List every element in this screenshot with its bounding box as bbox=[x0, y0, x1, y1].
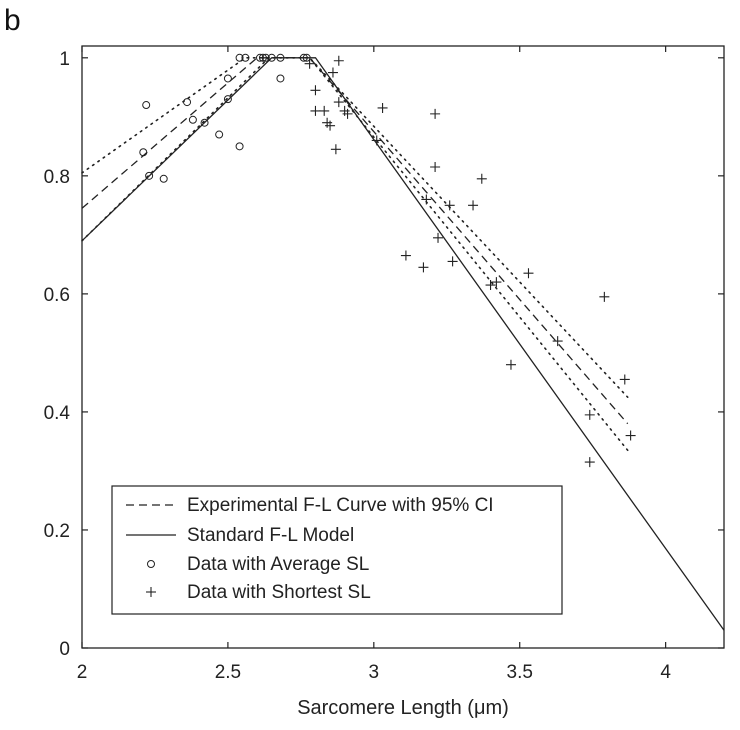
average-sl-point-7 bbox=[215, 130, 224, 139]
curves-layer bbox=[81, 57, 725, 631]
shortest-sl-point-13 bbox=[377, 102, 388, 113]
average-sl-point-12 bbox=[241, 53, 250, 62]
shortest-sl-point-25 bbox=[491, 277, 502, 288]
x-tick-label-2: 3 bbox=[369, 662, 380, 683]
x-tick-label-3: 3.5 bbox=[507, 662, 533, 683]
shortest-sl-point-0 bbox=[304, 58, 315, 69]
average-sl-point-6 bbox=[200, 118, 209, 127]
shortest-sl-point-30 bbox=[584, 457, 595, 468]
y-tick-label-3: 0.6 bbox=[44, 285, 70, 306]
ticks-layer: 2 2.5 3 3.5 4 0 0.2 0.4 0.6 0.8 1 bbox=[44, 46, 724, 683]
shortest-sl-point-27 bbox=[505, 359, 516, 370]
legend-label-shortest: Data with Shortest SL bbox=[187, 582, 371, 603]
average-sl-point-17 bbox=[276, 53, 285, 62]
markers-layer bbox=[139, 53, 636, 468]
average-sl-point-10 bbox=[235, 142, 244, 151]
y-tick-label-4: 0.8 bbox=[44, 167, 70, 188]
shortest-sl-point-3 bbox=[319, 105, 330, 116]
shortest-sl-point-1 bbox=[310, 85, 321, 96]
shortest-sl-point-22 bbox=[468, 200, 479, 211]
legend-box bbox=[111, 485, 563, 615]
series-line-1-dotted bbox=[81, 57, 629, 398]
x-tick-label-4: 4 bbox=[660, 662, 671, 683]
legend-label-standard: Standard F-L Model bbox=[187, 525, 354, 546]
shortest-sl-point-28 bbox=[552, 336, 563, 347]
average-sl-point-1 bbox=[139, 148, 148, 157]
shortest-sl-point-17 bbox=[430, 161, 441, 172]
average-sl-point-16 bbox=[267, 53, 276, 62]
x-tick-label-1: 2.5 bbox=[215, 662, 241, 683]
y-tick-label-5: 1 bbox=[59, 49, 70, 70]
shortest-sl-point-7 bbox=[330, 144, 341, 155]
average-sl-point-15 bbox=[261, 53, 270, 62]
y-tick-label-0: 0 bbox=[59, 639, 70, 660]
series-line-2-dotted bbox=[81, 57, 629, 452]
average-sl-point-3 bbox=[159, 174, 168, 183]
average-sl-point-14 bbox=[258, 53, 267, 62]
shortest-sl-point-14 bbox=[400, 250, 411, 261]
shortest-sl-point-16 bbox=[421, 194, 432, 205]
shortest-sl-point-26 bbox=[523, 268, 534, 279]
shortest-sl-point-33 bbox=[625, 430, 636, 441]
average-sl-point-9 bbox=[223, 74, 232, 83]
x-tick-label-0: 2 bbox=[77, 662, 88, 683]
shortest-sl-point-29 bbox=[584, 409, 595, 420]
shortest-sl-point-11 bbox=[342, 108, 353, 119]
average-sl-point-0 bbox=[142, 101, 151, 110]
series-line-3-solid bbox=[81, 57, 725, 631]
shortest-sl-point-18 bbox=[430, 108, 441, 119]
average-sl-point-11 bbox=[235, 53, 244, 62]
shortest-sl-point-32 bbox=[619, 374, 630, 385]
shortest-sl-point-15 bbox=[418, 262, 429, 273]
average-sl-point-13 bbox=[256, 53, 265, 62]
shortest-sl-point-23 bbox=[476, 173, 487, 184]
legend-label-average: Data with Average SL bbox=[187, 554, 369, 575]
legend-circle-swatch bbox=[147, 560, 155, 568]
average-sl-point-2 bbox=[145, 171, 154, 180]
shortest-sl-point-19 bbox=[433, 232, 444, 243]
shortest-sl-point-9 bbox=[333, 97, 344, 108]
x-axis-title: Sarcomere Length (μm) bbox=[297, 697, 509, 719]
shortest-sl-point-5 bbox=[325, 120, 336, 131]
shortest-sl-point-21 bbox=[447, 256, 458, 267]
legend: Experimental F-L Curve with 95% CI Stand… bbox=[111, 485, 563, 615]
series-line-0-dashed bbox=[81, 57, 629, 425]
plot-frame bbox=[81, 45, 725, 649]
y-tick-label-1: 0.2 bbox=[44, 521, 70, 542]
average-sl-point-8 bbox=[223, 95, 232, 104]
shortest-sl-point-31 bbox=[599, 291, 610, 302]
average-sl-point-5 bbox=[188, 115, 197, 124]
shortest-sl-point-2 bbox=[310, 105, 321, 116]
legend-label-experimental: Experimental F-L Curve with 95% CI bbox=[187, 495, 494, 516]
shortest-sl-point-6 bbox=[327, 67, 338, 78]
shortest-sl-point-8 bbox=[333, 55, 344, 66]
legend-plus-swatch bbox=[146, 587, 156, 597]
average-sl-point-18 bbox=[276, 74, 285, 83]
panel-label: b bbox=[4, 4, 21, 37]
average-sl-point-20 bbox=[302, 53, 311, 62]
shortest-sl-point-24 bbox=[485, 280, 496, 291]
y-tick-label-2: 0.4 bbox=[44, 403, 71, 424]
average-sl-point-4 bbox=[183, 98, 192, 107]
shortest-sl-point-20 bbox=[444, 200, 455, 211]
shortest-sl-point-12 bbox=[371, 135, 382, 146]
average-sl-point-19 bbox=[299, 53, 308, 62]
